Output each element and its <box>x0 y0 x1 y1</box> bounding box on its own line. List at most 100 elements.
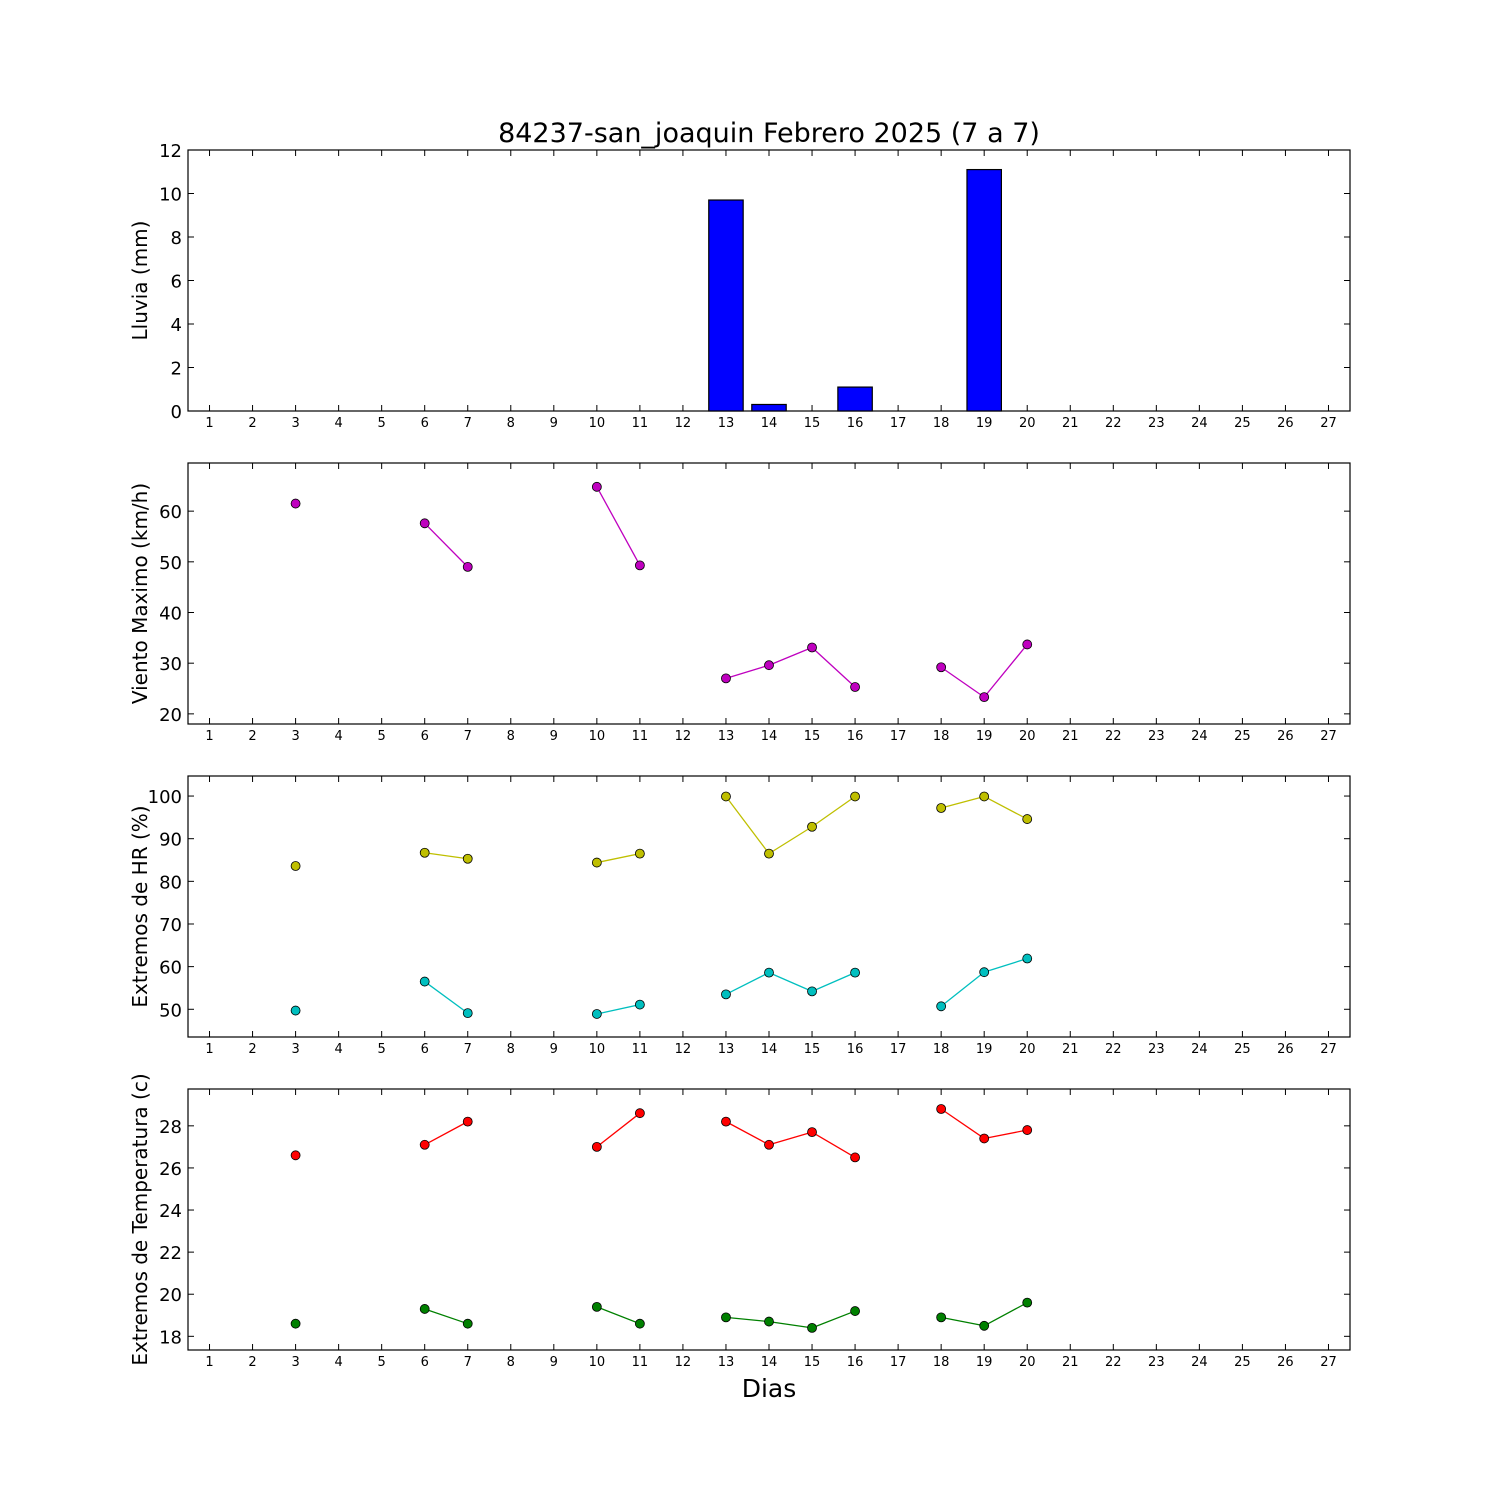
temperature-xtick-label: 15 <box>804 1355 821 1370</box>
rain-ytick-label: 8 <box>171 228 182 249</box>
wind-series-0-point <box>634 560 645 571</box>
temperature-series-0-segment <box>424 1121 469 1146</box>
wind-series-0-segment <box>768 646 813 666</box>
temperature-y-axis-label: Extremos de Temperatura (c) <box>128 1073 152 1365</box>
temperature-series-1-point <box>936 1312 947 1323</box>
x-axis-label: Dias <box>742 1374 797 1403</box>
humidity-xtick-label: 19 <box>976 1042 993 1057</box>
rain-xtick-label: 9 <box>550 416 558 431</box>
humidity-series-1-point <box>850 967 860 978</box>
humidity-y-axis-label: Extremos de HR (%) <box>128 805 152 1007</box>
rain-xtick-label: 4 <box>334 416 342 431</box>
temperature-series-0-point <box>1022 1125 1033 1135</box>
humidity-series-0-point <box>850 791 860 802</box>
temperature-xtick-label: 22 <box>1105 1355 1122 1370</box>
temperature-series-1-segment <box>941 1316 985 1327</box>
humidity-xtick-label: 9 <box>550 1042 558 1057</box>
temperature-xtick-label: 3 <box>291 1355 299 1370</box>
temperature-series-1-point <box>634 1318 645 1329</box>
wind-xtick-label: 7 <box>464 729 472 744</box>
wind-xtick-label: 6 <box>421 729 429 744</box>
temperature-xtick-label: 19 <box>976 1355 993 1370</box>
wind-series-0-segment <box>940 666 985 698</box>
rain-xtick-label: 1 <box>205 416 213 431</box>
humidity-series-0-segment <box>940 795 985 809</box>
rain-xtick-label: 15 <box>804 416 821 431</box>
humidity-ytick-label: 60 <box>159 958 182 979</box>
temperature-xtick-label: 27 <box>1320 1355 1337 1370</box>
humidity-xtick-label: 25 <box>1234 1042 1251 1057</box>
wind-xtick-label: 17 <box>890 729 907 744</box>
temperature-series-1-point <box>721 1312 731 1323</box>
humidity-xtick-label: 23 <box>1148 1042 1165 1057</box>
humidity-xtick-label: 17 <box>890 1042 907 1057</box>
humidity-series-0-point <box>807 821 817 832</box>
rain-xtick-label: 12 <box>675 416 692 431</box>
humidity-xtick-label: 21 <box>1062 1042 1079 1057</box>
rain-bar <box>966 168 1003 412</box>
wind-series-0-point <box>979 692 990 703</box>
humidity-xtick-label: 2 <box>248 1042 256 1057</box>
chart-title: 84237-san_joaquin Febrero 2025 (7 a 7) <box>498 118 1040 149</box>
wind-series-0-segment <box>424 522 469 568</box>
temperature-series-0-point <box>936 1104 947 1114</box>
wind-series-0-point <box>591 481 602 492</box>
temperature-series-0-segment <box>811 1131 856 1158</box>
wind-plot-frame <box>187 462 1351 725</box>
humidity-series-0-point <box>936 803 947 813</box>
humidity-ytick-label: 50 <box>159 1000 182 1021</box>
rain-xtick-label: 11 <box>632 416 649 431</box>
humidity-ytick-label: 100 <box>148 787 182 808</box>
humidity-xtick-label: 7 <box>464 1042 472 1057</box>
rain-xtick-label: 19 <box>976 416 993 431</box>
temperature-series-1-segment <box>424 1308 468 1325</box>
humidity-series-0-point <box>419 847 430 858</box>
temperature-xtick-label: 1 <box>205 1355 213 1370</box>
temperature-xtick-label: 12 <box>675 1355 692 1370</box>
rain-y-axis-label: Lluvia (mm) <box>128 221 152 341</box>
temperature-series-0-point <box>807 1127 817 1138</box>
humidity-xtick-label: 8 <box>507 1042 515 1057</box>
wind-xtick-label: 10 <box>589 729 606 744</box>
rain-bar <box>708 199 744 412</box>
rain-xtick-label: 23 <box>1148 416 1165 431</box>
wind-series-0-segment <box>725 664 770 680</box>
rain-ytick-label: 10 <box>159 185 182 206</box>
temperature-series-0-point <box>591 1141 602 1152</box>
wind-ytick-label: 50 <box>159 553 182 574</box>
temperature-series-0-point <box>419 1139 430 1150</box>
rain-ytick-label: 2 <box>171 359 182 380</box>
humidity-xtick-label: 27 <box>1320 1042 1337 1057</box>
humidity-xtick-label: 15 <box>804 1042 821 1057</box>
temperature-xtick-label: 14 <box>761 1355 778 1370</box>
temperature-series-1-point <box>1022 1297 1033 1308</box>
wind-xtick-label: 8 <box>507 729 515 744</box>
humidity-xtick-label: 14 <box>761 1042 778 1057</box>
wind-y-axis-label: Viento Maximo (km/h) <box>128 483 152 704</box>
rain-xtick-label: 6 <box>421 416 429 431</box>
rain-plot-frame <box>187 149 1351 412</box>
wind-series-0-segment <box>596 486 641 566</box>
humidity-series-1-segment <box>811 972 856 992</box>
rain-xtick-label: 10 <box>589 416 606 431</box>
humidity-series-1-point <box>591 1009 602 1019</box>
rain-xtick-label: 14 <box>761 416 778 431</box>
humidity-series-0-point <box>721 791 731 802</box>
temperature-ytick-label: 22 <box>159 1243 182 1264</box>
humidity-series-1-segment <box>983 957 1028 973</box>
temperature-series-1-point <box>591 1301 602 1312</box>
humidity-series-0-point <box>634 848 645 859</box>
wind-xtick-label: 1 <box>205 729 213 744</box>
rain-xtick-label: 21 <box>1062 416 1079 431</box>
rain-ytick-label: 12 <box>159 141 182 162</box>
wind-series-0-segment <box>811 646 856 688</box>
rain-xtick-label: 25 <box>1234 416 1251 431</box>
temperature-series-0-point <box>290 1150 301 1161</box>
temperature-series-0-point <box>462 1116 473 1127</box>
humidity-series-0-point <box>979 791 990 802</box>
wind-xtick-label: 23 <box>1148 729 1165 744</box>
temperature-xtick-label: 9 <box>550 1355 558 1370</box>
humidity-series-0-point <box>1022 814 1033 824</box>
